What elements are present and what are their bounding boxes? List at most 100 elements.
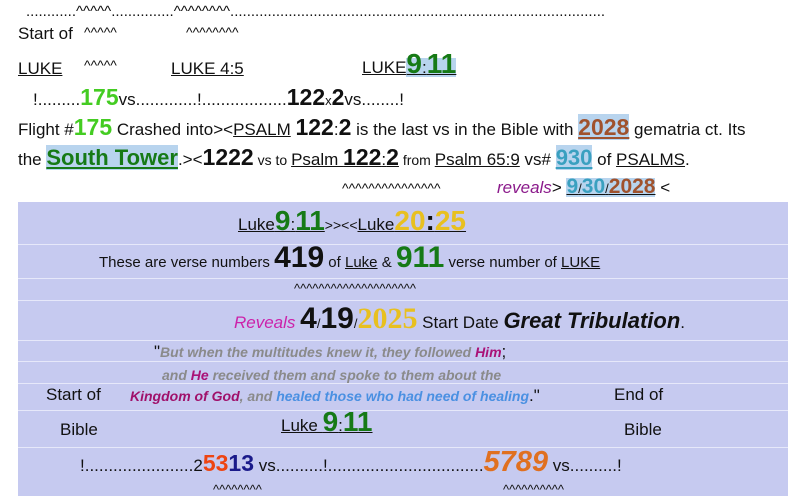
quote-line: "But when the multitudes knew it, they f…	[154, 343, 506, 360]
text: ^^^^^	[84, 24, 117, 40]
text: Luke	[345, 254, 378, 271]
text: :	[381, 150, 387, 169]
text: vs........!	[344, 90, 404, 109]
text: vs.............!..................	[118, 90, 287, 109]
text: :	[338, 416, 343, 435]
number: 2028	[608, 175, 656, 198]
text: LUKE	[362, 58, 407, 77]
number: 2028	[578, 114, 630, 140]
rule	[18, 361, 788, 362]
text: !.........	[33, 90, 81, 109]
text: :	[422, 58, 427, 77]
number: 25	[434, 205, 467, 236]
number: 122	[343, 144, 382, 170]
number: 2	[331, 84, 345, 110]
text: !.......................2	[80, 456, 203, 475]
text: :	[290, 215, 296, 234]
text: South Tower	[46, 145, 178, 170]
text: Reveals	[234, 313, 301, 332]
text: PSALM	[233, 120, 291, 139]
number: 911	[395, 241, 445, 274]
line: Start of	[18, 25, 73, 42]
carets: ^^^^^^^^	[186, 25, 239, 39]
line: Flight #175 Crashed into><PSALM 122:2 is…	[18, 114, 746, 140]
carets: ^^^^^^^^	[213, 483, 262, 496]
number: 11	[426, 48, 457, 79]
text: These are verse numbers	[99, 254, 275, 271]
text: LUKE	[18, 59, 63, 78]
label: End of	[614, 386, 663, 403]
text: Luke	[281, 416, 323, 435]
link: LUKE 4:5	[171, 60, 244, 77]
number: 13	[228, 450, 254, 476]
text: from	[398, 152, 435, 168]
text: Psalm 65:9	[434, 150, 520, 169]
rule	[18, 410, 788, 411]
label: Bible	[624, 421, 662, 438]
text: ^^^^^	[84, 57, 117, 73]
text: /	[316, 316, 321, 331]
number: 19	[320, 302, 354, 335]
number: 175	[80, 84, 119, 110]
dots-line: ............^^^^^...............^^^^^^^^…	[26, 4, 605, 19]
text: ^^^^^^^^^^^^^^^^^^^^	[294, 281, 417, 296]
number: 175	[73, 114, 113, 140]
text: :	[333, 120, 339, 139]
text: ............^^^^^...............^^^^^^^^…	[26, 3, 606, 20]
text: reveals	[497, 178, 552, 197]
carets: ^^^^^	[84, 25, 117, 39]
text: vs..........!...........................…	[254, 456, 484, 475]
text: .	[685, 150, 690, 169]
text: >><<	[324, 217, 358, 233]
number: 930	[555, 145, 593, 170]
number: 5789	[483, 446, 549, 478]
text: <	[655, 178, 671, 197]
text: and	[162, 367, 191, 383]
rule	[18, 300, 788, 301]
text: But when the multitudes knew it, they fo…	[160, 344, 476, 360]
text: ^^^^^^^^^^^^^^^	[342, 180, 441, 196]
text: Kingdom of God	[130, 388, 240, 404]
text: .	[680, 313, 686, 332]
number: 11	[295, 205, 325, 236]
number: 419	[274, 241, 325, 274]
text: Start Date	[417, 313, 504, 332]
number: 4	[300, 302, 317, 335]
text: healed those who had need of healing	[276, 388, 530, 404]
number: 122	[295, 114, 334, 140]
text: x	[325, 93, 332, 108]
rule	[18, 383, 788, 384]
text: , and	[239, 388, 277, 404]
text: LUKE 4:5	[171, 59, 244, 78]
text: :	[425, 205, 435, 236]
text: PSALMS	[616, 150, 686, 169]
line: reveals> 9/30/2028 <	[497, 176, 670, 197]
number: 2	[386, 144, 399, 170]
text: Flight #	[18, 120, 74, 139]
text: .><	[177, 150, 203, 169]
text: is the last vs in the Bible with	[351, 120, 579, 139]
number: 53	[202, 450, 229, 476]
label: Start of	[46, 386, 101, 403]
text: Him	[475, 344, 502, 360]
label: Bible	[60, 421, 98, 438]
text: "	[154, 342, 161, 361]
quote-line: Kingdom of God, and healed those who had…	[130, 387, 540, 404]
text: vs#	[519, 150, 556, 169]
text: of	[592, 150, 617, 169]
text: Luke	[238, 215, 275, 234]
rule	[18, 340, 788, 341]
text: Great Tribulation	[503, 308, 681, 333]
number: 1222	[202, 144, 254, 170]
text: Bible	[60, 420, 98, 439]
number: 9	[322, 406, 339, 437]
line: Reveals 4/19/2025 Start Date Great Tribu…	[234, 304, 685, 334]
number: 2025	[357, 302, 418, 335]
rule	[18, 447, 788, 448]
text: He	[190, 367, 209, 383]
text: received them and spoke to them about th…	[208, 367, 502, 383]
line: the South Tower.><1222 vs to Psalm 122:2…	[18, 144, 690, 170]
text: Bible	[624, 420, 662, 439]
text: ^^^^^^^^	[213, 482, 262, 497]
text: ^^^^^^^^^^	[503, 482, 565, 497]
